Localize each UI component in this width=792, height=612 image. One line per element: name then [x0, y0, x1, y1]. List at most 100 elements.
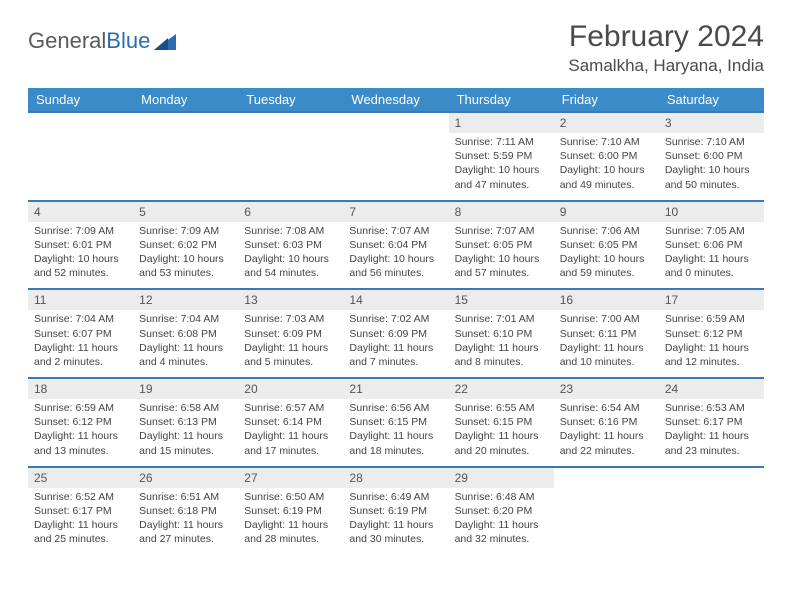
daylight-label: Daylight:	[560, 342, 604, 354]
day-info-cell: Sunrise: 6:50 AMSunset: 6:19 PMDaylight:…	[238, 488, 343, 555]
sunset-label: Sunset:	[560, 239, 599, 251]
daylight-label: Daylight:	[560, 430, 604, 442]
sunrise-value: 6:58 AM	[181, 402, 220, 414]
sunset-label: Sunset:	[455, 328, 494, 340]
sunset-label: Sunset:	[34, 416, 73, 428]
daylight-label: Daylight:	[665, 253, 709, 265]
sunrise-label: Sunrise:	[139, 225, 180, 237]
sunset-label: Sunset:	[349, 239, 388, 251]
sunset-label: Sunset:	[560, 416, 599, 428]
sunrise-label: Sunrise:	[455, 491, 496, 503]
month-title: February 2024	[568, 20, 764, 54]
day-number-cell: 20	[238, 378, 343, 399]
day-info-cell	[238, 133, 343, 201]
day-number-cell: 18	[28, 378, 133, 399]
daylight-label: Daylight:	[455, 164, 499, 176]
day-info-cell: Sunrise: 6:54 AMSunset: 6:16 PMDaylight:…	[554, 399, 659, 467]
day-number-cell	[133, 112, 238, 133]
sunrise-label: Sunrise:	[665, 313, 706, 325]
sunset-label: Sunset:	[665, 239, 704, 251]
day-info-row: Sunrise: 7:09 AM Sunset: 6:01 PM Daylight:…	[28, 222, 764, 290]
weekday-header: Tuesday	[238, 88, 343, 112]
day-info-row: Sunrise: 7:04 AM Sunset: 6:07 PM Daylight:…	[28, 310, 764, 378]
sunrise-value: 6:49 AM	[391, 491, 430, 503]
day-number-row: 2526272829	[28, 467, 764, 488]
calendar-table: SundayMondayTuesdayWednesdayThursdayFrid…	[28, 88, 764, 554]
sunset-label: Sunset:	[244, 416, 283, 428]
logo-word1: General	[28, 28, 106, 53]
sunrise-label: Sunrise:	[455, 225, 496, 237]
day-number-row: 123	[28, 112, 764, 133]
sunrise-label: Sunrise:	[34, 313, 75, 325]
sunset-value: 6:00 PM	[703, 150, 742, 162]
sunrise-value: 6:56 AM	[391, 402, 430, 414]
sunset-value: 6:01 PM	[73, 239, 112, 251]
sunset-label: Sunset:	[139, 328, 178, 340]
day-number-cell: 13	[238, 289, 343, 310]
daylight-label: Daylight:	[349, 342, 393, 354]
sunset-value: 6:15 PM	[388, 416, 427, 428]
day-number-cell: 3	[659, 112, 764, 133]
daylight-label: Daylight:	[665, 342, 709, 354]
sunrise-value: 7:06 AM	[601, 225, 640, 237]
sunset-value: 6:17 PM	[703, 416, 742, 428]
sunrise-label: Sunrise:	[560, 402, 601, 414]
day-number-cell: 9	[554, 201, 659, 222]
sunset-value: 6:14 PM	[283, 416, 322, 428]
sunrise-value: 6:54 AM	[601, 402, 640, 414]
sunset-label: Sunset:	[349, 505, 388, 517]
day-info-cell: Sunrise: 6:51 AMSunset: 6:18 PMDaylight:…	[133, 488, 238, 555]
day-number-cell	[238, 112, 343, 133]
sunrise-value: 7:09 AM	[181, 225, 220, 237]
day-number-cell: 7	[343, 201, 448, 222]
sunrise-label: Sunrise:	[139, 402, 180, 414]
day-number-cell: 21	[343, 378, 448, 399]
daylight-label: Daylight:	[349, 253, 393, 265]
weekday-header: Friday	[554, 88, 659, 112]
day-number-cell: 22	[449, 378, 554, 399]
sunrise-value: 7:04 AM	[75, 313, 114, 325]
day-info-cell: Sunrise: 7:10 AMSunset: 6:00 PMDaylight:…	[554, 133, 659, 201]
calendar-body: 123Sunrise: 7:11 AMSunset: 5:59 PMDaylig…	[28, 112, 764, 554]
sunrise-value: 7:07 AM	[496, 225, 535, 237]
logo-text: GeneralBlue	[28, 28, 150, 54]
sunset-value: 6:00 PM	[598, 150, 637, 162]
weekday-header: Saturday	[659, 88, 764, 112]
day-number-cell	[659, 467, 764, 488]
sunrise-label: Sunrise:	[139, 313, 180, 325]
daylight-label: Daylight:	[244, 253, 288, 265]
day-number-cell: 8	[449, 201, 554, 222]
day-info-cell: Sunrise: 7:05 AMSunset: 6:06 PMDaylight:…	[659, 222, 764, 290]
daylight-label: Daylight:	[139, 519, 183, 531]
sunset-value: 6:08 PM	[178, 328, 217, 340]
daylight-label: Daylight:	[560, 253, 604, 265]
day-info-cell: Sunrise: 6:56 AMSunset: 6:15 PMDaylight:…	[343, 399, 448, 467]
sunrise-value: 6:51 AM	[181, 491, 220, 503]
sunset-value: 6:10 PM	[493, 328, 532, 340]
day-info-cell: Sunrise: 6:59 AMSunset: 6:12 PMDaylight:…	[659, 310, 764, 378]
daylight-label: Daylight:	[455, 430, 499, 442]
logo-word2: Blue	[106, 28, 150, 53]
sunset-value: 6:07 PM	[73, 328, 112, 340]
sunset-value: 6:09 PM	[388, 328, 427, 340]
daylight-label: Daylight:	[34, 253, 78, 265]
day-info-cell: Sunrise: 6:52 AMSunset: 6:17 PMDaylight:…	[28, 488, 133, 555]
sunrise-label: Sunrise:	[665, 225, 706, 237]
logo-triangle-icon	[154, 32, 176, 50]
sunrise-label: Sunrise:	[560, 313, 601, 325]
day-number-cell: 19	[133, 378, 238, 399]
sunrise-value: 7:01 AM	[496, 313, 535, 325]
sunrise-label: Sunrise:	[349, 491, 390, 503]
day-info-row: Sunrise: 6:59 AMSunset: 6:12 PMDaylight:…	[28, 399, 764, 467]
day-number-cell: 17	[659, 289, 764, 310]
sunrise-value: 6:57 AM	[286, 402, 325, 414]
sunset-value: 5:59 PM	[493, 150, 532, 162]
sunrise-label: Sunrise:	[560, 225, 601, 237]
sunset-value: 6:20 PM	[493, 505, 532, 517]
sunset-label: Sunset:	[244, 328, 283, 340]
sunrise-label: Sunrise:	[244, 225, 285, 237]
day-number-cell: 23	[554, 378, 659, 399]
day-info-row: Sunrise: 6:52 AMSunset: 6:17 PMDaylight:…	[28, 488, 764, 555]
sunrise-label: Sunrise:	[455, 136, 496, 148]
daylight-label: Daylight:	[139, 430, 183, 442]
